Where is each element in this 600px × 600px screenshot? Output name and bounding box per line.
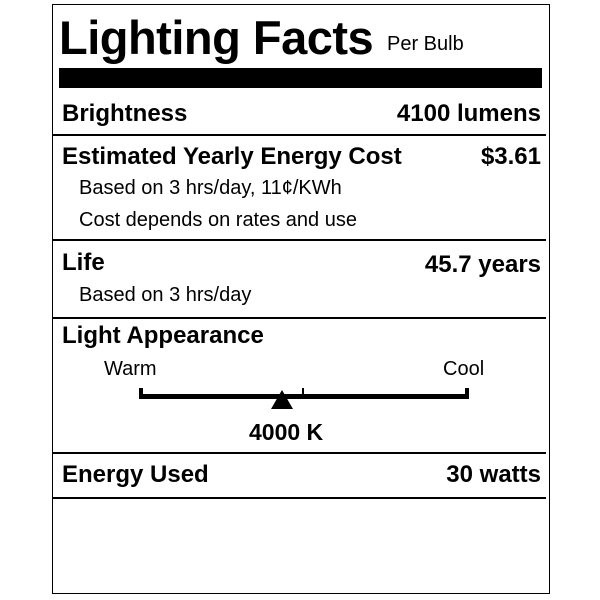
- divider: [52, 317, 546, 319]
- brightness-value: 4100 lumens: [396, 100, 541, 127]
- scale-mid-tick: [302, 388, 304, 396]
- energy-cost-value: $3.61: [480, 143, 541, 170]
- warm-label: Warm: [104, 358, 157, 380]
- light-appearance-label: Light Appearance: [62, 322, 264, 349]
- life-value: 45.7 years: [424, 251, 541, 278]
- life-note: Based on 3 hrs/day: [79, 284, 252, 306]
- label-subtitle: Per Bulb: [387, 33, 464, 55]
- divider: [52, 497, 546, 499]
- energy-used-value: 30 watts: [446, 461, 541, 488]
- energy-cost-note: Based on 3 hrs/day, 11¢/KWh: [79, 177, 342, 199]
- scale-end-tick: [139, 388, 143, 399]
- energy-cost-label: Estimated Yearly Energy Cost: [62, 143, 402, 170]
- life-label: Life: [62, 249, 105, 276]
- divider: [52, 452, 546, 454]
- brightness-label: Brightness: [62, 100, 188, 127]
- color-temperature-scale: [140, 394, 469, 399]
- title-bar: [59, 68, 542, 88]
- scale-marker-triangle-icon: [271, 390, 293, 409]
- divider: [52, 239, 546, 241]
- cool-label: Cool: [443, 358, 485, 380]
- scale-end-tick: [465, 388, 469, 399]
- divider: [52, 134, 546, 136]
- energy-used-label: Energy Used: [62, 461, 209, 488]
- color-temperature-value: 4000 K: [249, 419, 324, 445]
- label-title: Lighting Facts: [59, 11, 374, 64]
- label-frame: [52, 4, 550, 594]
- energy-cost-note: Cost depends on rates and use: [79, 209, 357, 231]
